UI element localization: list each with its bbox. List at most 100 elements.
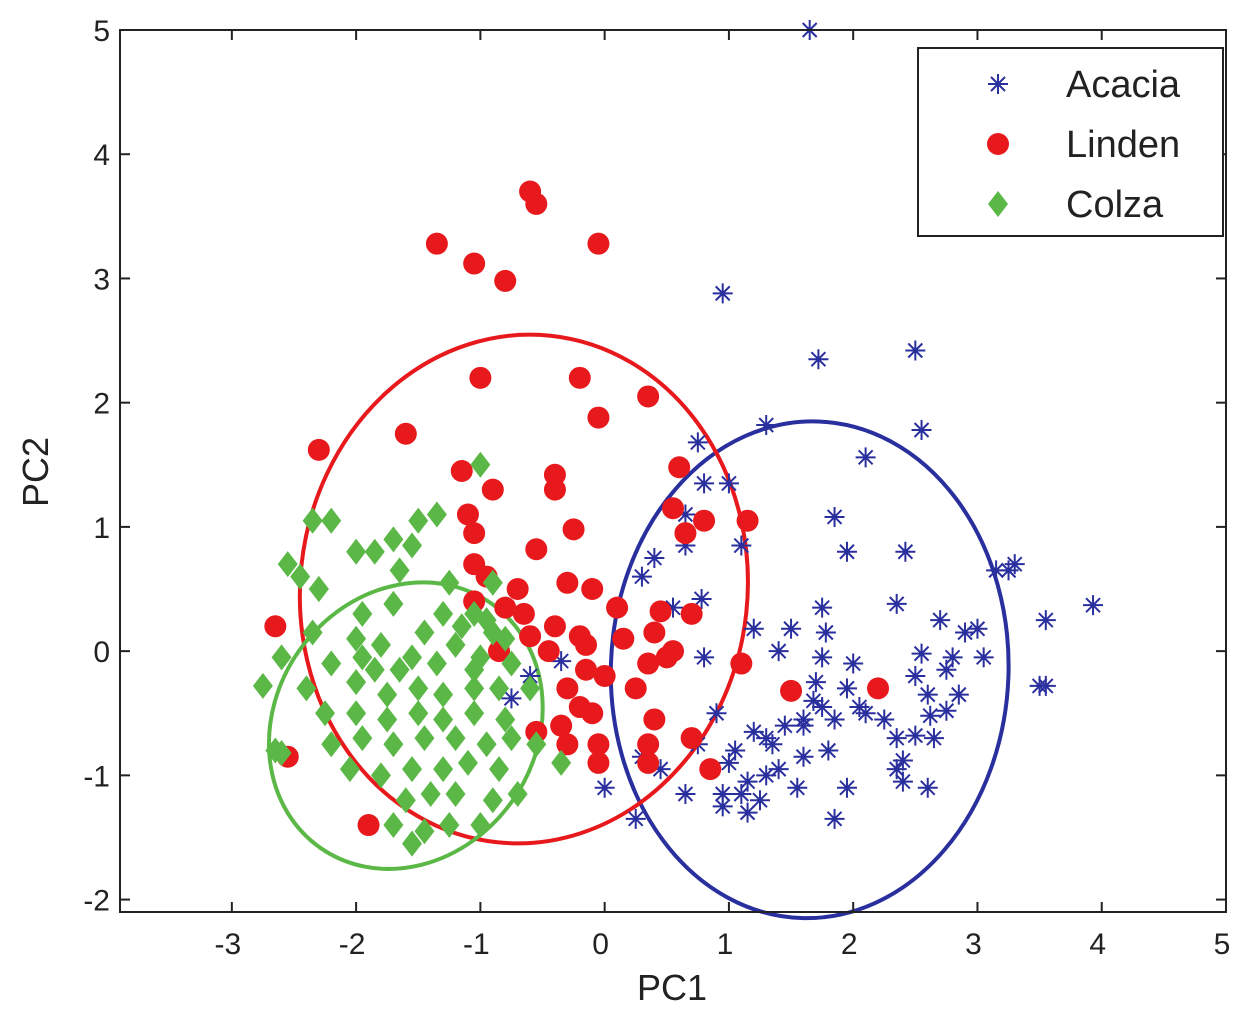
linden-point: [643, 708, 665, 730]
linden-point: [867, 677, 889, 699]
acacia-point: [626, 809, 646, 829]
acacia-point: [775, 716, 795, 736]
linden-point: [513, 603, 535, 625]
linden-point: [519, 625, 541, 647]
acacia-point: [887, 728, 907, 748]
linden-point: [662, 497, 684, 519]
acacia-point: [731, 784, 751, 804]
acacia-point: [825, 709, 845, 729]
acacia-point: [825, 507, 845, 527]
y-tick-label: 3: [93, 263, 110, 296]
acacia-point: [837, 778, 857, 798]
linden-point: [780, 680, 802, 702]
linden-point: [550, 715, 572, 737]
x-tick-label: 1: [717, 928, 734, 961]
y-tick-label: -2: [83, 885, 110, 918]
acacia-point: [893, 772, 913, 792]
acacia-point: [713, 796, 733, 816]
x-tick-label: -1: [463, 928, 490, 961]
x-tick-label: -2: [339, 928, 366, 961]
acacia-point: [787, 778, 807, 798]
linden-point: [625, 677, 647, 699]
linden-point: [395, 423, 417, 445]
acacia-point: [837, 678, 857, 698]
y-tick-label: 2: [93, 388, 110, 421]
linden-point: [563, 518, 585, 540]
legend-label: Acacia: [1066, 64, 1181, 106]
acacia-point: [719, 473, 739, 493]
linden-point: [556, 572, 578, 594]
linden-point: [482, 479, 504, 501]
acacia-point: [905, 666, 925, 686]
x-tick-label: 2: [841, 928, 858, 961]
acacia-point: [918, 685, 938, 705]
acacia-point: [706, 703, 726, 723]
acacia-point: [974, 647, 994, 667]
acacia-point: [999, 560, 1019, 580]
acacia-point: [818, 741, 838, 761]
acacia-point: [756, 765, 776, 785]
acacia-point: [756, 415, 776, 435]
acacia-point: [793, 716, 813, 736]
linden-point: [637, 752, 659, 774]
linden-point: [656, 646, 678, 668]
acacia-point: [781, 619, 801, 639]
acacia-point: [936, 701, 956, 721]
legend-label: Colza: [1066, 184, 1164, 226]
acacia-point: [694, 647, 714, 667]
y-tick-label: 4: [93, 139, 110, 172]
linden-point: [358, 814, 380, 836]
acacia-point: [675, 784, 695, 804]
linden-point: [699, 758, 721, 780]
acacia-point: [694, 473, 714, 493]
x-tick-label: 4: [1089, 928, 1106, 961]
linden-point: [494, 597, 516, 619]
linden-point: [494, 270, 516, 292]
acacia-point: [713, 283, 733, 303]
linden-point: [643, 621, 665, 643]
acacia-point: [837, 542, 857, 562]
acacia-point: [793, 747, 813, 767]
linden-point: [264, 615, 286, 637]
acacia-point: [949, 685, 969, 705]
legend-linden-marker: [987, 133, 1009, 155]
linden-point: [575, 659, 597, 681]
acacia-point: [955, 622, 975, 642]
acacia-point: [905, 341, 925, 361]
acacia-point: [856, 703, 876, 723]
acacia-point: [843, 654, 863, 674]
acacia-point: [825, 809, 845, 829]
acacia-point: [924, 728, 944, 748]
x-tick-label: 0: [592, 928, 609, 961]
linden-point: [525, 193, 547, 215]
acacia-point: [967, 619, 987, 639]
acacia-point: [738, 803, 758, 823]
acacia-point: [762, 734, 782, 754]
x-tick-label: 5: [1214, 928, 1231, 961]
acacia-point: [1036, 610, 1056, 630]
linden-point: [463, 522, 485, 544]
y-tick-label: 5: [93, 15, 110, 48]
linden-point: [308, 439, 330, 461]
acacia-point: [874, 709, 894, 729]
acacia-point: [895, 542, 915, 562]
acacia-point: [595, 778, 615, 798]
linden-point: [637, 385, 659, 407]
legend-label: Linden: [1066, 124, 1180, 166]
legend-acacia-marker: [988, 74, 1008, 94]
linden-point: [463, 253, 485, 275]
linden-point: [556, 677, 578, 699]
linden-point: [587, 407, 609, 429]
acacia-point: [1036, 676, 1056, 696]
linden-point: [451, 460, 473, 482]
acacia-point: [816, 622, 836, 642]
linden-point: [650, 600, 672, 622]
acacia-point: [918, 778, 938, 798]
y-tick-label: -1: [83, 760, 110, 793]
linden-point: [525, 538, 547, 560]
acacia-point: [812, 598, 832, 618]
x-axis-label: PC1: [637, 967, 707, 1008]
linden-point: [575, 634, 597, 656]
y-tick-label: 1: [93, 512, 110, 545]
